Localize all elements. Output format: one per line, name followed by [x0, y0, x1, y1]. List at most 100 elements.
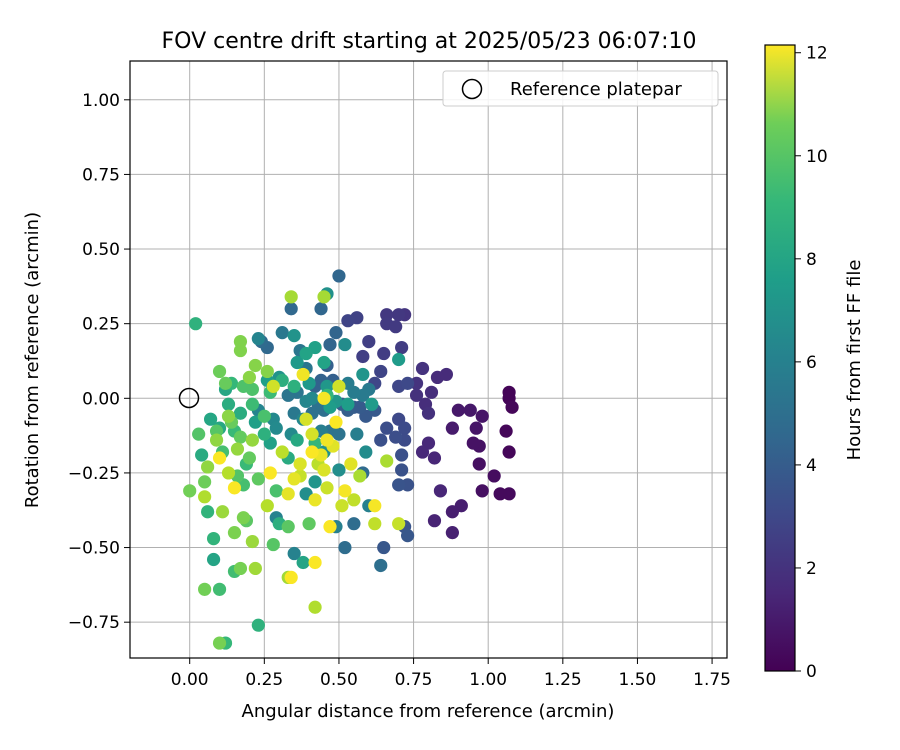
data-point	[209, 433, 224, 447]
data-point	[245, 382, 259, 396]
data-point	[415, 361, 430, 376]
data-point	[230, 442, 245, 456]
data-point	[290, 355, 304, 370]
data-point	[317, 463, 331, 477]
data-point	[362, 334, 376, 349]
y-tick-label: 0.00	[82, 389, 120, 409]
y-tick-label: 1.00	[82, 91, 120, 111]
data-point	[335, 499, 349, 513]
data-point	[284, 302, 298, 316]
data-point	[233, 430, 248, 444]
data-point	[377, 540, 391, 555]
data-point	[206, 532, 221, 546]
data-point	[183, 484, 197, 498]
data-point	[350, 427, 364, 441]
data-point	[263, 466, 277, 480]
colorbar-tick-label: 6	[806, 353, 817, 373]
data-point	[242, 370, 256, 385]
data-point	[392, 308, 406, 322]
y-axis-label: Rotation from reference (arcmin)	[22, 212, 43, 508]
data-point	[338, 337, 352, 352]
data-point	[389, 320, 403, 334]
y-tick-label: −0.75	[68, 613, 120, 633]
data-point	[233, 561, 248, 576]
data-point	[338, 484, 352, 498]
data-point	[469, 421, 483, 435]
data-point	[427, 514, 442, 528]
data-point	[221, 397, 236, 411]
data-point	[380, 454, 394, 468]
x-tick-label: 0.25	[245, 670, 283, 690]
data-point	[269, 484, 283, 498]
x-tick-label: 1.75	[693, 670, 731, 690]
data-point	[338, 540, 352, 555]
data-point	[323, 520, 337, 534]
data-point	[445, 421, 459, 435]
data-point	[347, 385, 361, 399]
data-point	[305, 427, 319, 441]
y-tick-label: −0.50	[68, 539, 120, 559]
data-point	[218, 376, 233, 390]
data-point	[353, 469, 367, 483]
data-point	[320, 433, 334, 447]
data-point	[275, 326, 289, 340]
data-point	[251, 332, 265, 346]
data-point	[451, 403, 465, 417]
data-point	[212, 636, 227, 650]
data-point	[445, 526, 459, 540]
data-point	[445, 505, 459, 519]
data-point	[389, 430, 403, 444]
data-point	[347, 493, 361, 507]
x-tick-label: 1.00	[469, 670, 507, 690]
data-point	[401, 376, 415, 390]
data-point	[287, 472, 301, 486]
x-tick-label: 1.25	[544, 670, 582, 690]
colorbar-label: Hours from first FF file	[844, 260, 865, 461]
x-tick-label: 0.00	[171, 670, 209, 690]
data-point	[332, 427, 346, 441]
data-point	[212, 582, 227, 596]
data-point	[275, 445, 289, 459]
data-point	[212, 364, 227, 379]
data-point	[189, 317, 203, 331]
data-point	[198, 582, 212, 596]
data-point	[281, 520, 295, 534]
data-point	[475, 484, 489, 498]
x-axis-label: Angular distance from reference (arcmin)	[242, 701, 615, 722]
legend-entry: Reference platepar	[510, 79, 682, 100]
data-point	[299, 346, 313, 361]
chart-title: FOV centre drift starting at 2025/05/23 …	[162, 29, 697, 54]
data-point	[487, 469, 501, 483]
x-tick-label: 0.75	[395, 670, 433, 690]
data-point	[430, 370, 445, 385]
data-point	[359, 445, 373, 459]
data-point	[233, 406, 248, 420]
data-point	[466, 436, 480, 450]
data-point	[260, 499, 274, 513]
data-point	[201, 460, 215, 474]
data-point	[505, 400, 519, 414]
data-point	[365, 397, 379, 411]
data-point	[415, 445, 430, 459]
y-axis-ticks: −0.75 −0.50 −0.25 0.00 0.25 0.50 0.75 1.00	[68, 91, 130, 633]
grid-lines	[130, 61, 727, 658]
legend-marker-icon	[461, 78, 483, 100]
data-point	[317, 290, 331, 304]
data-point	[284, 570, 298, 585]
data-point	[323, 337, 337, 352]
data-point	[463, 403, 477, 417]
x-axis-ticks: 0.00 0.25 0.50 0.75 1.00 1.25 1.50 1.75	[171, 658, 731, 690]
data-point	[215, 505, 230, 519]
data-point	[395, 340, 409, 355]
data-point	[198, 475, 212, 489]
data-point	[374, 433, 388, 447]
data-points	[183, 269, 519, 650]
y-tick-label: 0.75	[82, 165, 120, 185]
data-point	[227, 526, 242, 540]
data-point	[368, 517, 382, 531]
data-point	[305, 391, 319, 405]
data-point	[201, 505, 215, 519]
data-point	[192, 427, 206, 441]
data-point	[344, 457, 358, 471]
